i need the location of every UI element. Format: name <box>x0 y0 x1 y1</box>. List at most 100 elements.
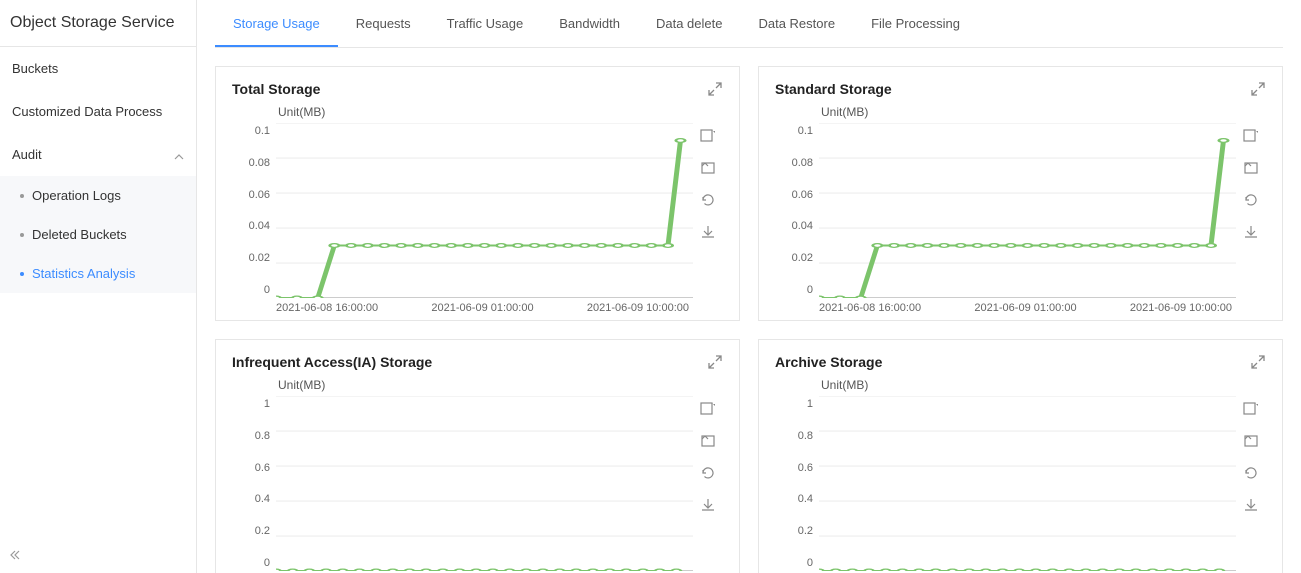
plot-svg <box>276 123 693 298</box>
sidebar-sub-operation-logs[interactable]: Operation Logs <box>0 176 196 215</box>
bullet-icon <box>20 272 24 276</box>
y-tick-label: 0.04 <box>232 220 270 232</box>
download-icon[interactable] <box>699 496 717 514</box>
app-title: Object Storage Service <box>0 0 196 47</box>
y-tick-label: 0.06 <box>775 189 813 201</box>
chart-card: Total StorageUnit(MB)0.10.080.060.040.02… <box>215 66 740 321</box>
y-tick-label: 0.08 <box>775 157 813 169</box>
refresh-icon[interactable] <box>699 191 717 209</box>
x-tick-label: 2021-06-09 01:00:00 <box>431 302 533 314</box>
refresh-icon[interactable] <box>699 464 717 482</box>
chart-card: Standard StorageUnit(MB)0.10.080.060.040… <box>758 66 1283 321</box>
sidebar-item-buckets[interactable]: Buckets <box>0 47 196 90</box>
save-image-icon[interactable] <box>699 127 717 145</box>
y-tick-label: 0.4 <box>775 493 813 505</box>
chart-toolbar <box>1236 97 1266 314</box>
restore-icon[interactable] <box>699 432 717 450</box>
tab-label: Bandwidth <box>559 16 620 31</box>
y-tick-label: 0.02 <box>775 252 813 264</box>
sidebar-item-customized-data-process[interactable]: Customized Data Process <box>0 90 196 133</box>
chart-area: Unit(MB) 0.1 0.08 0.06 0.04 0.02 0 2021-06-08 … <box>775 97 1236 314</box>
y-tick-label: 0 <box>775 557 813 569</box>
restore-icon[interactable] <box>1242 159 1260 177</box>
y-tick-label: 0.06 <box>232 189 270 201</box>
sidebar-item-label: Buckets <box>12 61 58 76</box>
tab-data-delete[interactable]: Data delete <box>638 0 741 47</box>
tab-file-processing[interactable]: File Processing <box>853 0 978 47</box>
restore-icon[interactable] <box>1242 432 1260 450</box>
y-tick-label: 0.2 <box>232 525 270 537</box>
tab-label: Requests <box>356 16 411 31</box>
tab-bandwidth[interactable]: Bandwidth <box>541 0 638 47</box>
download-icon[interactable] <box>1242 223 1260 241</box>
refresh-icon[interactable] <box>1242 464 1260 482</box>
chart-area: Unit(MB)0.10.080.060.040.020 2021-06-08 … <box>232 97 693 314</box>
tab-storage-usage[interactable]: Storage Usage <box>215 0 338 47</box>
unit-label: Unit(MB) <box>232 105 693 119</box>
sidebar-item-audit[interactable]: Audit <box>0 133 196 176</box>
tab-label: Data Restore <box>758 16 835 31</box>
unit-label: Unit(MB) <box>775 378 1236 392</box>
expand-icon[interactable] <box>1250 354 1266 370</box>
download-icon[interactable] <box>1242 496 1260 514</box>
y-tick-label: 0.8 <box>775 430 813 442</box>
chart-toolbar <box>1236 370 1266 573</box>
y-tick-label: 0.04 <box>775 220 813 232</box>
sidebar-sub-deleted-buckets[interactable]: Deleted Buckets <box>0 215 196 254</box>
main-content: Storage Usage Requests Traffic Usage Ban… <box>197 0 1301 573</box>
chevron-up-icon <box>174 150 184 160</box>
sidebar-sub-statistics-analysis[interactable]: Statistics Analysis <box>0 254 196 293</box>
tab-data-restore[interactable]: Data Restore <box>740 0 853 47</box>
chart-body: Unit(MB)10.80.60.40.20 2021-06-08 16:00:… <box>232 370 723 573</box>
y-tick-label: 1 <box>775 398 813 410</box>
x-axis: 2021-06-08 16:00:00 2021-06-09 01:00:00 20… <box>232 302 693 314</box>
y-tick-label: 0.8 <box>232 430 270 442</box>
tab-traffic-usage[interactable]: Traffic Usage <box>429 0 542 47</box>
chart-header: Infrequent Access(IA) Storage <box>232 354 723 370</box>
chart-toolbar <box>693 370 723 573</box>
refresh-icon[interactable] <box>1242 191 1260 209</box>
x-tick-label: 2021-06-09 10:00:00 <box>587 302 689 314</box>
y-tick-label: 0.4 <box>232 493 270 505</box>
x-tick-label: 2021-06-09 10:00:00 <box>1130 302 1232 314</box>
tab-label: Traffic Usage <box>447 16 524 31</box>
y-axis: 10.80.60.40.20 <box>232 396 276 571</box>
save-image-icon[interactable] <box>1242 400 1260 418</box>
tab-label: File Processing <box>871 16 960 31</box>
x-axis: 2021-06-08 16:00:002021-06-09 01:00:0020… <box>775 302 1236 314</box>
bullet-icon <box>20 194 24 198</box>
tab-label: Storage Usage <box>233 16 320 31</box>
y-axis: 0.1 0.08 0.06 0.04 0.02 0 <box>775 123 819 298</box>
save-image-icon[interactable] <box>1242 127 1260 145</box>
bullet-icon <box>20 233 24 237</box>
chart-title: Standard Storage <box>775 81 892 97</box>
chart-title: Infrequent Access(IA) Storage <box>232 354 432 370</box>
sidebar-collapse-button[interactable] <box>8 548 22 565</box>
chart-area: Unit(MB)10.80.60.40.20 2021-06-08 16:00:… <box>232 370 693 573</box>
expand-icon[interactable] <box>1250 81 1266 97</box>
sidebar-sub-label: Statistics Analysis <box>32 266 135 281</box>
expand-icon[interactable] <box>707 354 723 370</box>
restore-icon[interactable] <box>699 159 717 177</box>
y-tick-label: 0 <box>775 284 813 296</box>
chart-header: Standard Storage <box>775 81 1266 97</box>
sidebar-item-label: Audit <box>12 147 42 162</box>
unit-label: Unit(MB) <box>775 105 1236 119</box>
y-tick-label: 0.6 <box>232 462 270 474</box>
chart-title: Total Storage <box>232 81 320 97</box>
expand-icon[interactable] <box>707 81 723 97</box>
chart-area: Unit(MB)10.80.60.40.20 2021-06-08 16:00:… <box>775 370 1236 573</box>
tab-label: Data delete <box>656 16 723 31</box>
save-image-icon[interactable] <box>699 400 717 418</box>
y-tick-label: 0.1 <box>775 125 813 137</box>
download-icon[interactable] <box>699 223 717 241</box>
x-tick-label: 2021-06-08 16:00:00 <box>276 302 378 314</box>
y-tick-label: 0.2 <box>775 525 813 537</box>
chart-plot: 10.80.60.40.20 <box>232 396 693 571</box>
chart-header: Archive Storage <box>775 354 1266 370</box>
plot-svg <box>819 123 1236 298</box>
y-tick-label: 0.02 <box>232 252 270 264</box>
y-tick-label: 0 <box>232 557 270 569</box>
y-tick-label: 0.1 <box>232 125 270 137</box>
tab-requests[interactable]: Requests <box>338 0 429 47</box>
